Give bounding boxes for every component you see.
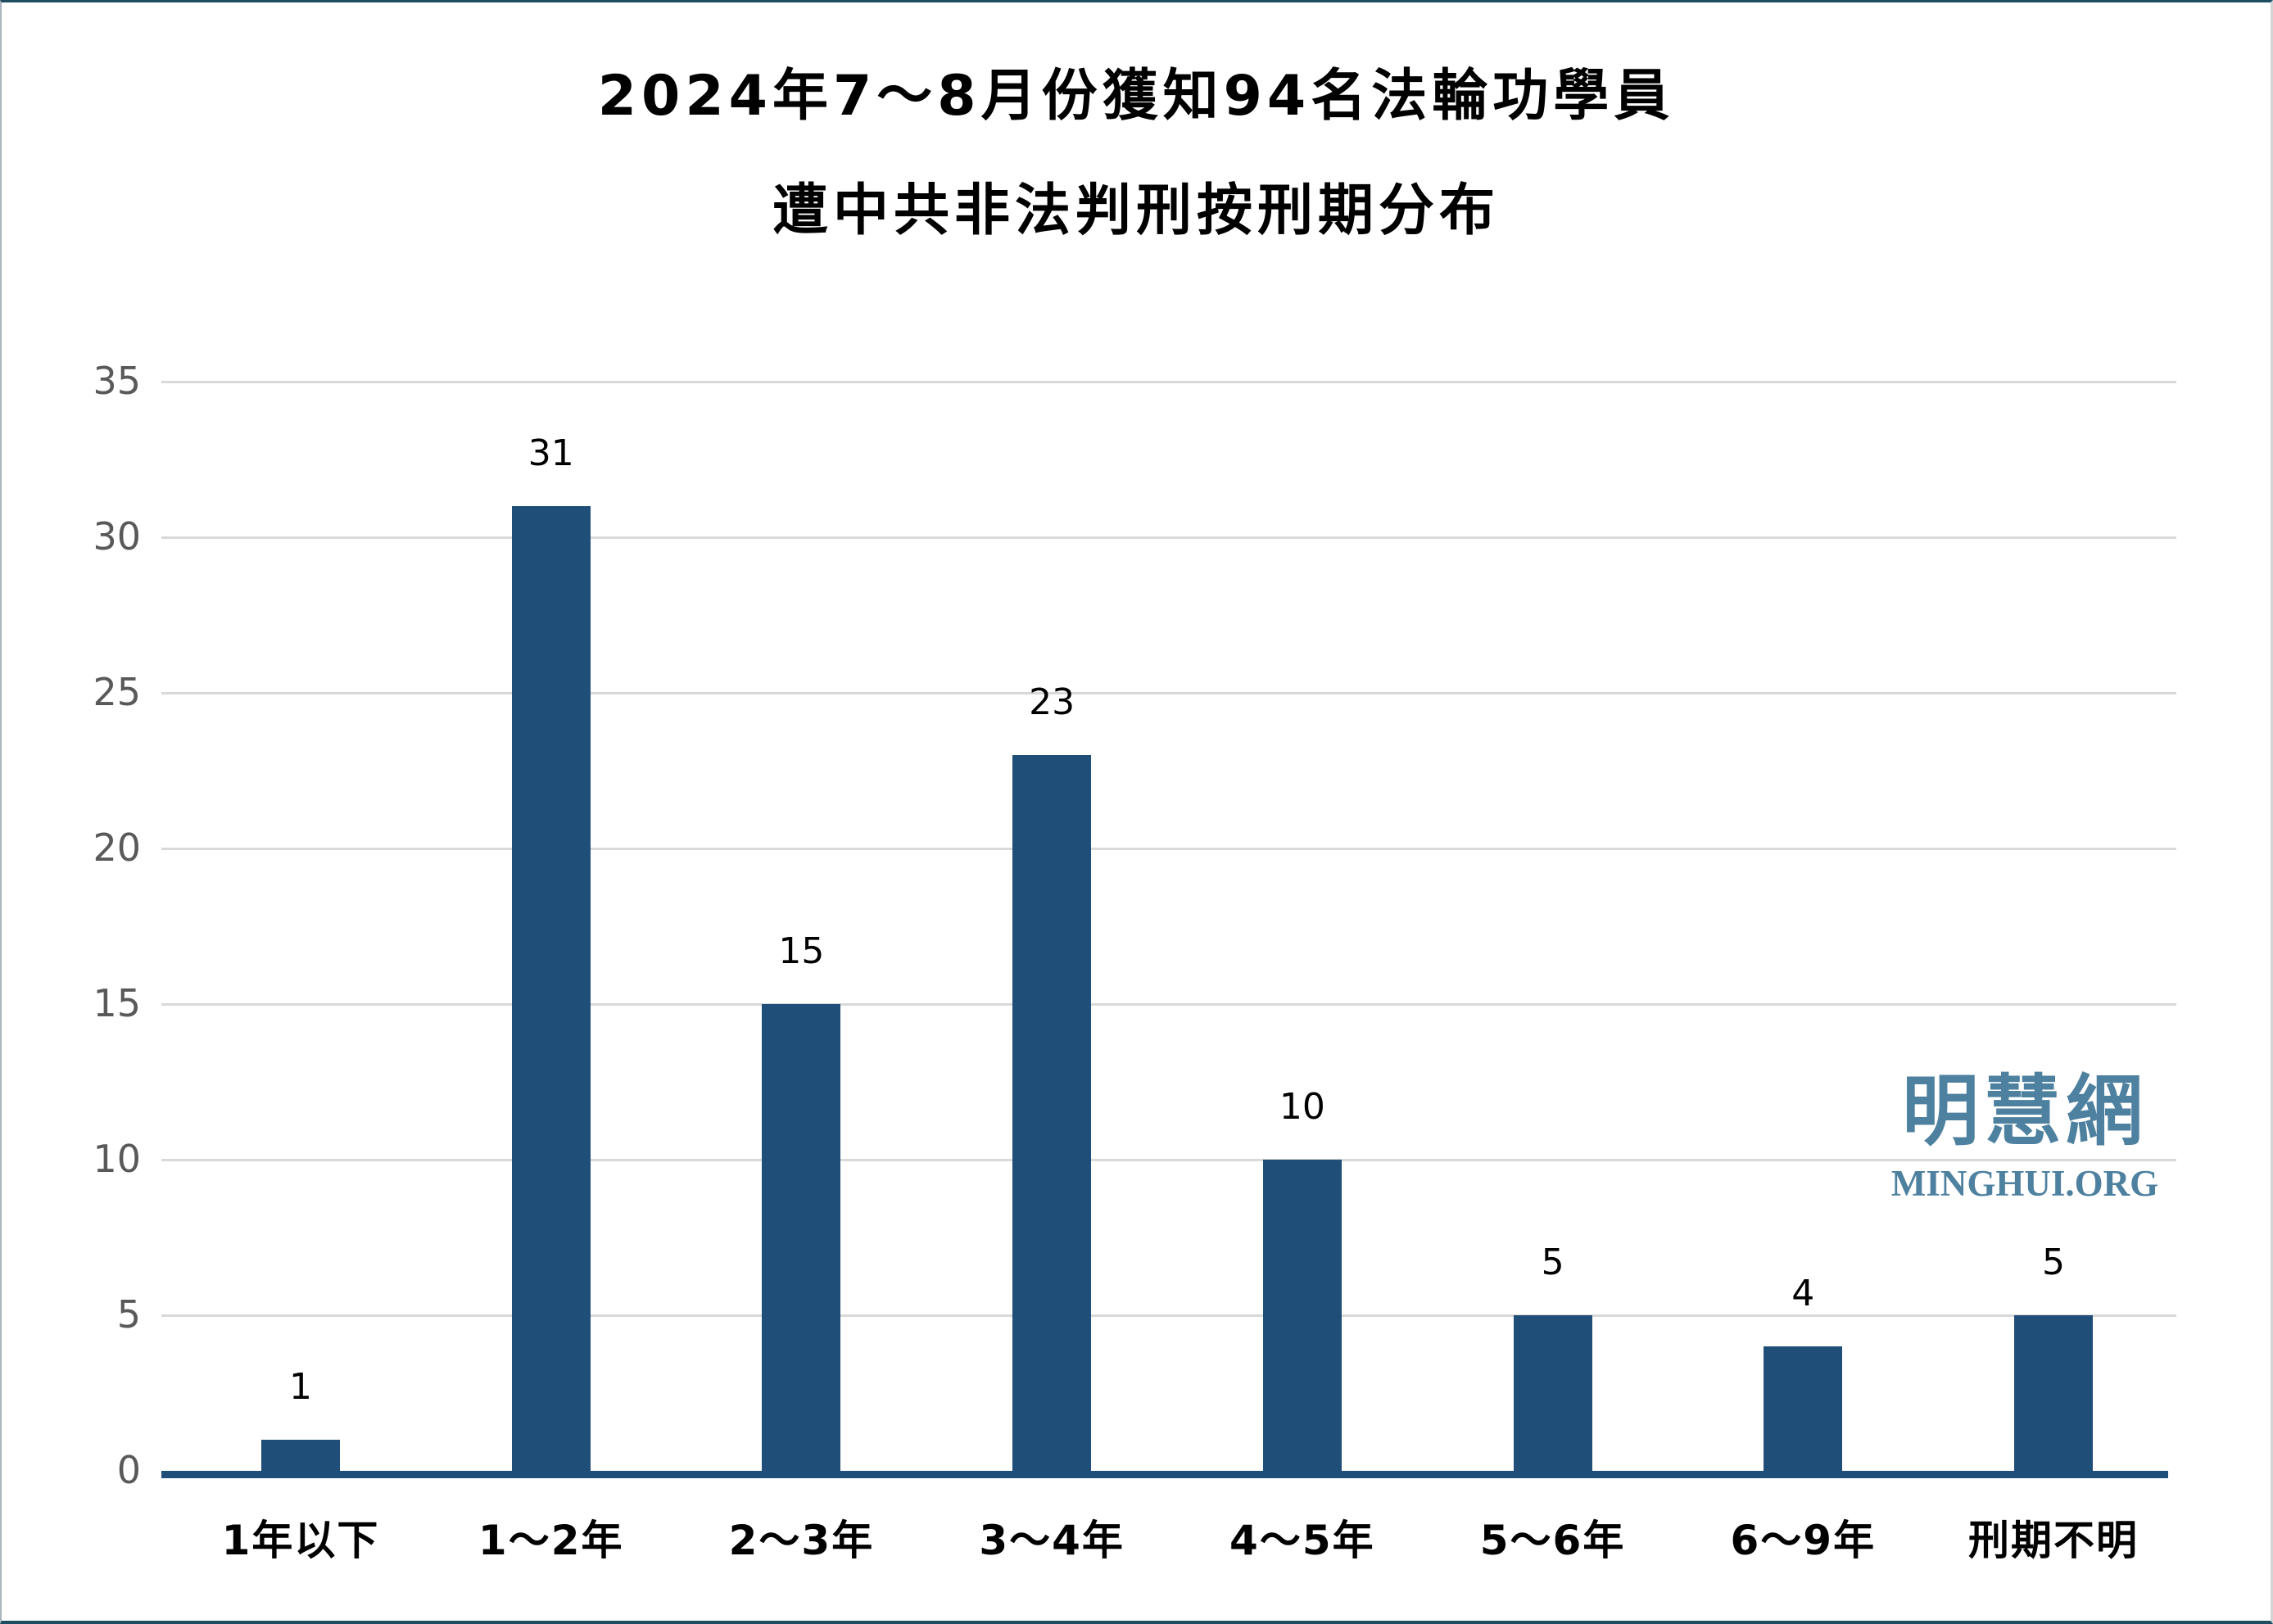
bar-value-label: 4 (1791, 1273, 1815, 1314)
minghui-logo-url: MINGHUI.ORG (1890, 1163, 2159, 1204)
bar-value-label: 5 (2041, 1242, 2065, 1283)
bar (1262, 1160, 1342, 1474)
x-tick-label: 4～5年 (1229, 1517, 1375, 1564)
bar (762, 1004, 841, 1474)
gridline (161, 692, 2176, 694)
y-tick-label: 30 (93, 514, 141, 559)
y-tick-label: 0 (116, 1448, 141, 1492)
bar (1513, 1315, 1592, 1474)
bar-value-label: 15 (778, 930, 825, 972)
bar-value-label: 23 (1029, 681, 1075, 723)
x-tick-label: 1年以下 (221, 1517, 380, 1564)
x-axis-line (161, 1471, 2168, 1478)
gridline (161, 848, 2176, 850)
minghui-logo-cjk: 明慧網 (1901, 1067, 2148, 1156)
bar-value-label: 1 (289, 1366, 312, 1408)
x-tick-label: 1～2年 (478, 1517, 624, 1564)
bar (2013, 1315, 2093, 1474)
y-tick-label: 15 (93, 981, 141, 1025)
bar (511, 506, 591, 1474)
minghui-watermark: 明慧網 MINGHUI.ORG (1857, 1074, 2193, 1202)
bar (261, 1440, 340, 1474)
gridline (161, 536, 2176, 539)
chart-title-line2: 遭中共非法判刑按刑期分布 (772, 179, 1500, 243)
bar (1764, 1346, 1843, 1474)
bar-value-label: 5 (1541, 1242, 1564, 1283)
chart-title-line1: 2024年7～8月份獲知94名法輪功學員 (597, 64, 1675, 129)
bar (1012, 755, 1092, 1474)
y-tick-label: 20 (93, 826, 141, 870)
x-tick-label: 5～6年 (1479, 1517, 1626, 1564)
gridline (161, 1314, 2176, 1317)
x-tick-label: 刑期不明 (1967, 1517, 2139, 1564)
gridline (161, 1159, 2176, 1161)
bar-value-label: 10 (1279, 1086, 1325, 1128)
x-tick-label: 6～9年 (1730, 1517, 1877, 1564)
gridline (161, 381, 2176, 383)
y-tick-label: 5 (116, 1292, 141, 1337)
x-tick-label: 2～3年 (728, 1517, 875, 1564)
y-tick-label: 10 (93, 1137, 141, 1181)
x-tick-label: 3～4年 (979, 1517, 1125, 1564)
y-tick-label: 35 (93, 359, 141, 403)
y-tick-label: 25 (93, 670, 141, 714)
bar-value-label: 31 (527, 432, 574, 474)
gridline (161, 1003, 2176, 1006)
